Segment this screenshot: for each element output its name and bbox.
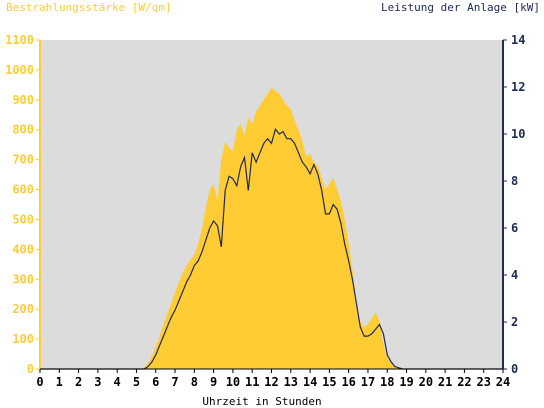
x-tick-label: 15 [322, 375, 336, 389]
x-tick-label: 23 [476, 375, 490, 389]
right-tick-label: 14 [511, 33, 525, 47]
x-tick-label: 20 [419, 375, 433, 389]
x-tick-label: 14 [303, 375, 317, 389]
power-line [40, 128, 503, 370]
x-tick-label: 7 [171, 375, 178, 389]
left-tick-label: 400 [12, 242, 34, 256]
right-tick-label: 8 [511, 174, 518, 188]
x-axis-title: Uhrzeit in Stunden [202, 395, 321, 408]
left-tick-label: 200 [12, 302, 34, 316]
x-tick-label: 6 [152, 375, 159, 389]
x-tick-label: 17 [361, 375, 375, 389]
left-tick-label: 500 [12, 212, 34, 226]
x-tick-label: 12 [264, 375, 278, 389]
x-tick-label: 18 [380, 375, 394, 389]
x-tick-label: 1 [56, 375, 63, 389]
x-tick-label: 24 [496, 375, 510, 389]
left-tick-label: 100 [12, 332, 34, 346]
irradiance-area [40, 87, 503, 370]
x-tick-label: 13 [284, 375, 298, 389]
x-tick-label: 2 [75, 375, 82, 389]
x-tick-label: 21 [438, 375, 452, 389]
right-axis-title: Leistung der Anlage [kW] [381, 1, 540, 14]
right-tick-label: 12 [511, 80, 525, 94]
x-tick-label: 8 [191, 375, 198, 389]
x-tick-label: 0 [36, 375, 43, 389]
x-tick-label: 22 [457, 375, 471, 389]
left-tick-label: 800 [12, 123, 34, 137]
x-tick-label: 4 [114, 375, 121, 389]
x-tick-label: 3 [94, 375, 101, 389]
left-tick-label: 0 [27, 362, 34, 376]
right-tick-label: 0 [511, 362, 518, 376]
left-tick-label: 300 [12, 272, 34, 286]
x-tick-label: 10 [226, 375, 240, 389]
right-tick-label: 6 [511, 221, 518, 235]
left-tick-label: 1100 [5, 33, 34, 47]
left-tick-label: 1000 [5, 63, 34, 77]
x-tick-label: 16 [341, 375, 355, 389]
x-tick-label: 5 [133, 375, 140, 389]
left-tick-label: 900 [12, 93, 34, 107]
right-tick-label: 10 [511, 127, 525, 141]
right-tick-label: 2 [511, 315, 518, 329]
x-tick-label: 11 [245, 375, 259, 389]
left-tick-label: 600 [12, 183, 34, 197]
left-tick-label: 700 [12, 153, 34, 167]
x-tick-label: 9 [210, 375, 217, 389]
x-tick-label: 19 [399, 375, 413, 389]
left-axis-title: Bestrahlungsstärke [W/qm] [6, 1, 172, 14]
right-tick-label: 4 [511, 268, 518, 282]
